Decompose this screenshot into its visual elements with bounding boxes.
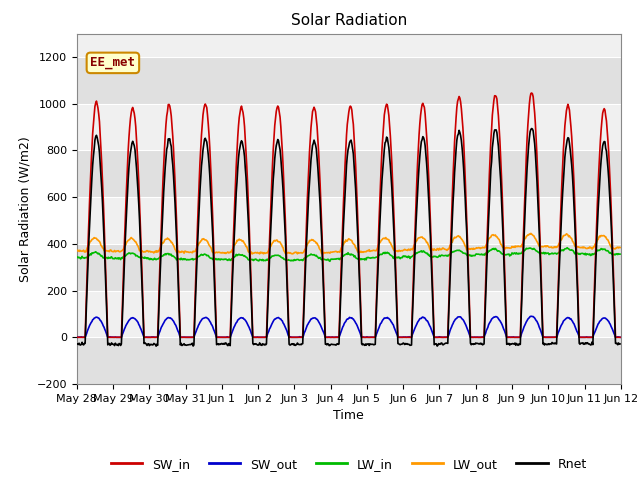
Bar	[77, 57, 621, 104]
Bar	[77, 197, 621, 244]
Bar	[77, 290, 621, 337]
Bar	[77, 244, 621, 290]
X-axis label: Time: Time	[333, 409, 364, 422]
Text: EE_met: EE_met	[90, 56, 136, 70]
Bar	[77, 10, 621, 57]
Bar	[77, 104, 621, 150]
Title: Solar Radiation: Solar Radiation	[291, 13, 407, 28]
Bar	[77, 337, 621, 384]
Y-axis label: Solar Radiation (W/m2): Solar Radiation (W/m2)	[18, 136, 31, 282]
Legend: SW_in, SW_out, LW_in, LW_out, Rnet: SW_in, SW_out, LW_in, LW_out, Rnet	[106, 453, 592, 476]
Bar	[77, 150, 621, 197]
